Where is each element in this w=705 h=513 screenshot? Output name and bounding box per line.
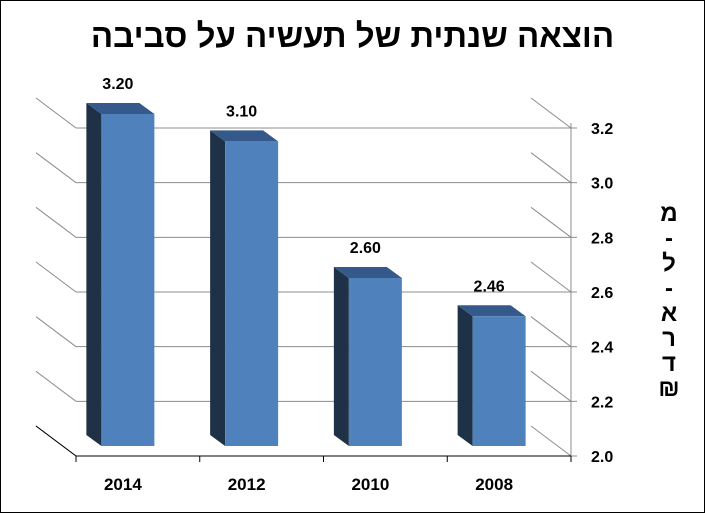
data-label: 3.10	[226, 103, 257, 120]
y-axis-label-char: ד	[662, 350, 676, 377]
bar	[101, 114, 155, 446]
gridline-left-depth	[35, 206, 77, 238]
y-axis-label-char: א	[660, 300, 678, 327]
gridline-left-depth	[35, 152, 77, 184]
bar	[225, 141, 279, 447]
gridline-left-depth	[35, 370, 77, 402]
bar	[348, 278, 402, 446]
gridline-side-depth	[530, 261, 572, 293]
y-tick-label: 2.4	[591, 340, 613, 357]
data-label: 3.20	[102, 76, 133, 93]
bar-top	[86, 103, 155, 114]
bar-top	[210, 130, 279, 142]
floor-left-edge	[35, 425, 77, 457]
bar-side	[86, 103, 102, 446]
y-axis-label: מ - ל - א ר ד ₪	[651, 201, 687, 401]
gridline-left-depth	[35, 97, 77, 129]
y-tick-label: 2.8	[591, 230, 613, 247]
bar-top	[457, 305, 526, 317]
y-tick-label: 3.2	[591, 121, 613, 138]
bar-side	[457, 305, 473, 446]
y-tick-label: 2.0	[591, 449, 613, 466]
x-tick-label: 2012	[228, 475, 266, 494]
x-tick-label: 2014	[104, 475, 142, 494]
y-axis-label-char: ל	[662, 250, 676, 277]
y-axis-label-char: ר	[662, 325, 676, 352]
gridline-side-depth	[530, 97, 572, 129]
y-axis-label-char: -	[665, 225, 673, 252]
gridline-side-depth	[530, 425, 572, 457]
data-label: 2.60	[350, 240, 381, 257]
y-axis-label-char: -	[665, 275, 673, 302]
y-tick-label: 2.2	[591, 394, 613, 411]
bar-side	[210, 130, 226, 447]
gridline-left-depth	[35, 316, 77, 348]
data-label: 2.46	[474, 278, 505, 295]
y-tick-label: 2.6	[591, 285, 613, 302]
bar-top	[333, 267, 402, 278]
y-axis-label-char: מ	[660, 200, 678, 227]
bar	[472, 316, 526, 446]
gridline-side-depth	[530, 370, 572, 402]
gridline-side-depth	[530, 206, 572, 238]
y-tick-label: 3.0	[591, 176, 613, 193]
gridline-left-depth	[35, 261, 77, 293]
x-tick-label: 2008	[475, 475, 513, 494]
y-axis-label-char: ₪	[658, 375, 680, 402]
bar-side	[333, 267, 349, 446]
chart-title: הוצאה שנתית של תעשיה על סביבה	[90, 17, 615, 54]
gridline-side-depth	[530, 152, 572, 184]
x-tick-label: 2010	[351, 475, 389, 494]
gridline-side-depth	[530, 316, 572, 348]
